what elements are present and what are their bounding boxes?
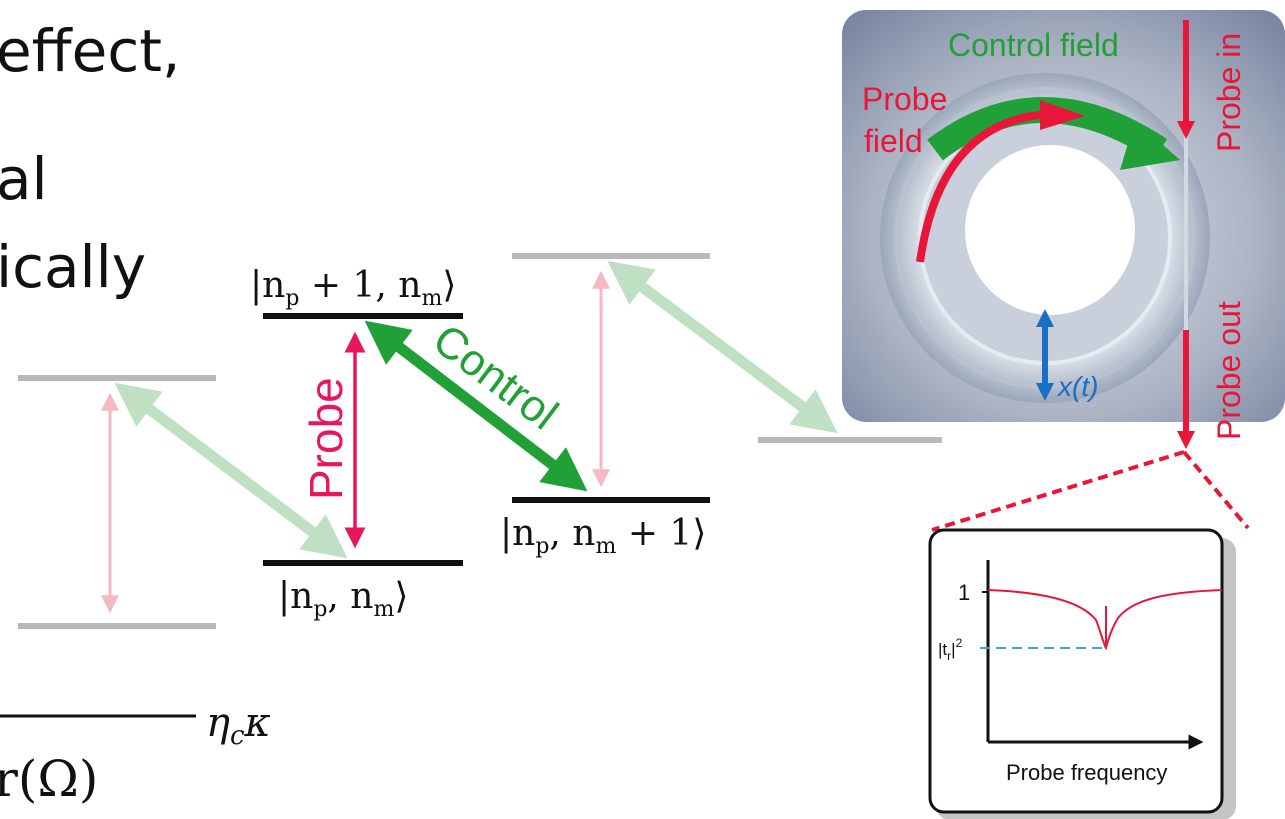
left-faint-control-arrow (114, 382, 348, 559)
probe-out-label: Probe out (1211, 301, 1247, 440)
inset-x-axis-label: Probe frequency (1006, 760, 1167, 785)
inset-y-tick-1-label: 1 (958, 580, 970, 605)
resonator-disk (965, 145, 1135, 315)
ground-level-label: |np, nm⟩ (278, 576, 408, 622)
formula-denominator: r(Ω) (0, 750, 98, 808)
probe-field-label-line-1: Probe (862, 81, 947, 117)
formula-exponent: ηcκ (206, 700, 271, 751)
right-level-label: |np, nm + 1⟩ (500, 513, 706, 559)
right-faint-control-arrow (607, 260, 838, 434)
zoom-line-left (931, 450, 1185, 532)
transmission-inset: 1 |tr|2 Probe frequency (928, 528, 1236, 819)
slide-text-line-1: effect, (0, 17, 181, 85)
slide-text-line-2: al (0, 145, 48, 213)
inset-y-tick-tr-label: |tr|2 (938, 636, 963, 663)
resonator-photo: Probe in Probe out Control field Probe f… (842, 10, 1285, 449)
control-field-label: Control field (948, 27, 1119, 63)
probe-field-arc (916, 110, 1051, 263)
probe-arrow-label: Probe (300, 377, 352, 500)
probe-field-arrowhead (1040, 100, 1085, 130)
upper-level-label: |np + 1, nm⟩ (250, 265, 456, 311)
energy-level-diagram: Probe Control |np + 1, nm⟩ |np, nm⟩ |np,… (18, 253, 942, 629)
probe-field-label-line-2: field (864, 123, 923, 159)
control-transition-arrow (364, 320, 588, 492)
formula-fragment: r(Ω) ηcκ (0, 700, 271, 808)
control-field-arrowhead (1120, 120, 1180, 170)
probe-in-label: Probe in (1211, 33, 1247, 152)
zoom-line-right (1182, 450, 1250, 530)
slide-text-line-3: ically (0, 233, 147, 301)
displacement-label: x(t) (1056, 371, 1098, 402)
